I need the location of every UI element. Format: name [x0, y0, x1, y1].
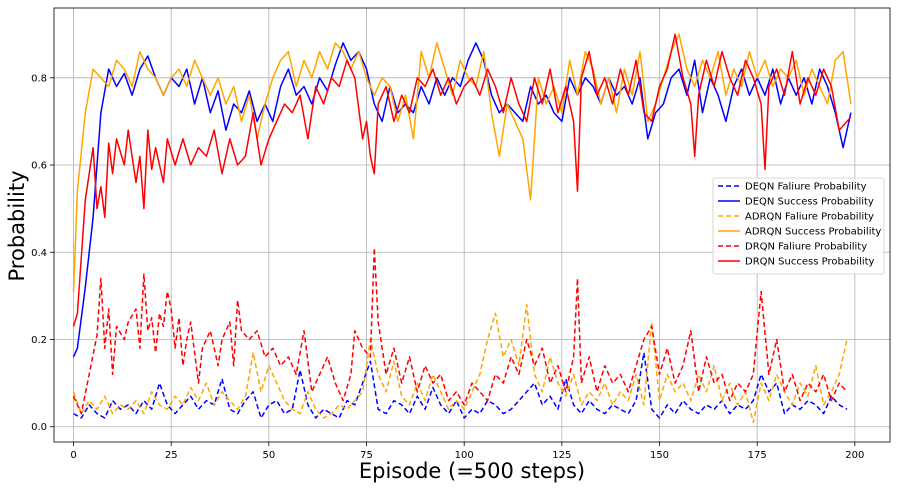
series-line-drqn-success-probability [72, 33, 852, 327]
series-line-deqn-faliure-probability [73, 351, 848, 419]
y-tick-label: 0.8 [31, 73, 47, 84]
y-tick-label: 0.6 [31, 161, 47, 172]
y-axis-title: Probability [5, 170, 29, 281]
x-tick-label: 75 [360, 450, 373, 461]
legend-label: DEQN Faliure Probability [745, 182, 867, 193]
x-tick-label: 0 [70, 450, 76, 461]
legend-label: ADRQN Success Probability [745, 227, 881, 238]
x-tick-label: 175 [748, 450, 767, 461]
y-tick-label: 0.2 [31, 335, 47, 346]
series-line-adrqn-faliure-probability [72, 303, 848, 424]
y-tick-label: 0.4 [31, 248, 47, 259]
series-layer [72, 33, 852, 424]
legend-label: ADRQN Faliure Probability [745, 212, 874, 223]
y-tick-label: 0.0 [31, 422, 47, 433]
x-tick-label: 125 [552, 450, 571, 461]
plot-frame [53, 7, 891, 443]
legend-label: DEQN Success Probability [745, 197, 874, 208]
legend-label: DRQN Success Probability [745, 257, 875, 268]
x-tick-label: 50 [262, 450, 275, 461]
series-line-drqn-faliure-probability [72, 247, 848, 415]
x-axis-title: Episode (=500 steps) [359, 459, 585, 483]
x-tick-label: 100 [455, 450, 474, 461]
legend: DEQN Faliure Probability DEQN Success Pro… [712, 177, 885, 275]
x-tick-label: 200 [845, 450, 864, 461]
legend-label: DRQN Faliure Probability [745, 242, 867, 253]
series-line-adrqn-success-probability [72, 33, 852, 292]
x-tick-label: 150 [650, 450, 669, 461]
ticks: 0 25 50 75 100 125 150 175 200 0.0 0.2 0.4 0.6 0.8 [31, 73, 864, 461]
legend-box [712, 177, 885, 275]
x-tick-label: 25 [165, 450, 178, 461]
series-line-deqn-success-probability [72, 42, 852, 358]
